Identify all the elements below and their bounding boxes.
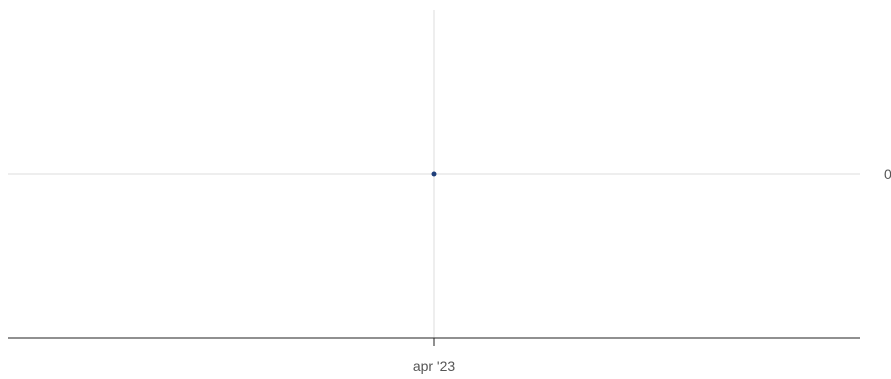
x-tick-label: apr '23	[413, 358, 456, 374]
axis-layer	[8, 337, 860, 346]
label-layer: apr '23 0	[413, 166, 891, 374]
marks-layer	[431, 171, 437, 177]
y-tick-label: 0	[884, 166, 891, 182]
data-point	[431, 171, 437, 177]
